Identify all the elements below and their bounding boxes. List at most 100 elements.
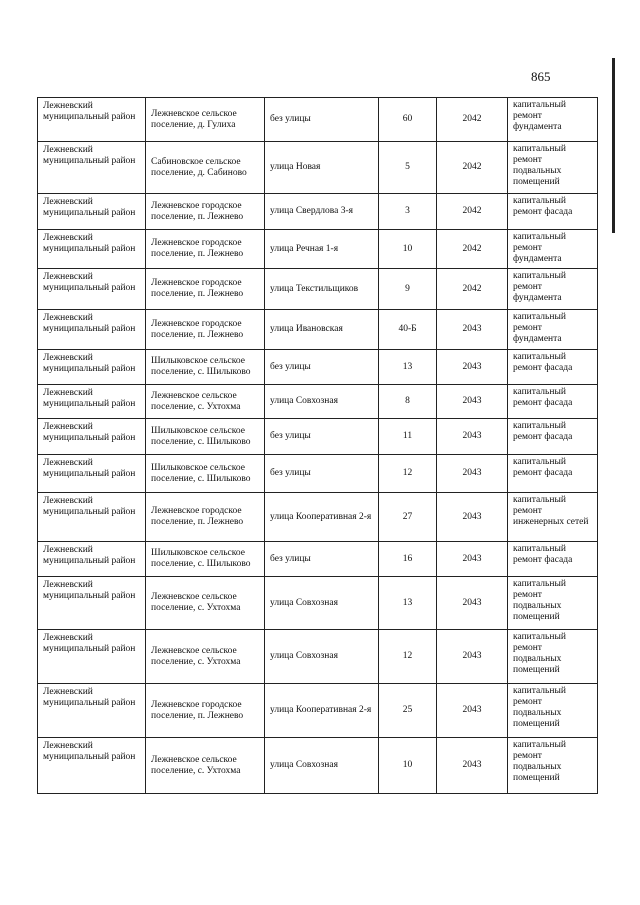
table-row: Лежневский муниципальный район Лежневское… <box>37 629 598 684</box>
year: 2043 <box>436 309 508 350</box>
settlement: Лежневское городское поселение, п. Лежне… <box>145 193 265 230</box>
street: улица Совхозная <box>264 384 379 419</box>
house-number: 25 <box>378 683 437 738</box>
year: 2042 <box>436 193 508 230</box>
year: 2043 <box>436 683 508 738</box>
table-row: Лежневский муниципальный район Лежневское… <box>37 492 598 542</box>
table-row: Лежневский муниципальный район Лежневское… <box>37 737 598 794</box>
district: Лежневский муниципальный район <box>37 629 146 684</box>
district: Лежневский муниципальный район <box>37 418 146 455</box>
house-number: 13 <box>378 576 437 630</box>
street: без улицы <box>264 454 379 493</box>
street: без улицы <box>264 541 379 577</box>
settlement: Сабиновское сельское поселение, д. Сабин… <box>145 141 265 194</box>
district: Лежневский муниципальный район <box>37 229 146 269</box>
work-type: капитальный ремонт инженерных сетей <box>507 492 598 542</box>
house-number: 8 <box>378 384 437 419</box>
district: Лежневский муниципальный район <box>37 349 146 385</box>
year: 2043 <box>436 629 508 684</box>
work-type: капитальный ремонт фундамента <box>507 97 598 142</box>
street: улица Совхозная <box>264 737 379 794</box>
district: Лежневский муниципальный район <box>37 541 146 577</box>
house-number: 5 <box>378 141 437 194</box>
street: улица Совхозная <box>264 629 379 684</box>
work-type: капитальный ремонт фасада <box>507 541 598 577</box>
work-type: капитальный ремонт подвальных помещений <box>507 737 598 794</box>
work-type: капитальный ремонт подвальных помещений <box>507 683 598 738</box>
table-row: Лежневский муниципальный район Шилыковско… <box>37 418 598 455</box>
table-row: Лежневский муниципальный район Лежневское… <box>37 229 598 269</box>
district: Лежневский муниципальный район <box>37 737 146 794</box>
year: 2043 <box>436 541 508 577</box>
settlement: Лежневское городское поселение, п. Лежне… <box>145 492 265 542</box>
table-row: Лежневский муниципальный район Лежневское… <box>37 576 598 630</box>
house-number: 10 <box>378 229 437 269</box>
work-type: капитальный ремонт фундамента <box>507 229 598 269</box>
street: улица Новая <box>264 141 379 194</box>
work-type: капитальный ремонт фасада <box>507 193 598 230</box>
house-number: 27 <box>378 492 437 542</box>
street: улица Совхозная <box>264 576 379 630</box>
year: 2043 <box>436 492 508 542</box>
settlement: Лежневское сельское поселение, с. Ухтохм… <box>145 737 265 794</box>
table-row: Лежневский муниципальный район Шилыковско… <box>37 349 598 385</box>
house-number: 9 <box>378 268 437 310</box>
table-row: Лежневский муниципальный район Лежневское… <box>37 309 598 350</box>
house-number: 12 <box>378 629 437 684</box>
scan-edge <box>612 58 615 233</box>
work-type: капитальный ремонт фасада <box>507 384 598 419</box>
table-row: Лежневский муниципальный район Лежневское… <box>37 683 598 738</box>
street: улица Текстильщиков <box>264 268 379 310</box>
work-type: капитальный ремонт фундамента <box>507 309 598 350</box>
settlement: Лежневское городское поселение, п. Лежне… <box>145 683 265 738</box>
work-type: капитальный ремонт подвальных помещений <box>507 629 598 684</box>
street: улица Кооперативная 2-я <box>264 492 379 542</box>
house-number: 11 <box>378 418 437 455</box>
district: Лежневский муниципальный район <box>37 268 146 310</box>
work-type: капитальный ремонт фасада <box>507 418 598 455</box>
house-number: 10 <box>378 737 437 794</box>
settlement: Лежневское городское поселение, п. Лежне… <box>145 229 265 269</box>
year: 2042 <box>436 268 508 310</box>
table-row: Лежневский муниципальный район Лежневское… <box>37 384 598 419</box>
table-row: Лежневский муниципальный район Сабиновско… <box>37 141 598 194</box>
house-number: 40-Б <box>378 309 437 350</box>
settlement: Шилыковское сельское поселение, с. Шилык… <box>145 541 265 577</box>
year: 2043 <box>436 737 508 794</box>
table: Лежневский муниципальный район Лежневское… <box>37 97 598 794</box>
street: без улицы <box>264 418 379 455</box>
district: Лежневский муниципальный район <box>37 97 146 142</box>
settlement: Лежневское сельское поселение, с. Ухтохм… <box>145 629 265 684</box>
district: Лежневский муниципальный район <box>37 141 146 194</box>
street: улица Свердлова 3-я <box>264 193 379 230</box>
district: Лежневский муниципальный район <box>37 454 146 493</box>
district: Лежневский муниципальный район <box>37 683 146 738</box>
table-row: Лежневский муниципальный район Лежневское… <box>37 268 598 310</box>
year: 2043 <box>436 384 508 419</box>
page-number: 865 <box>531 69 551 84</box>
table-row: Лежневский муниципальный район Шилыковско… <box>37 541 598 577</box>
year: 2043 <box>436 349 508 385</box>
work-type: капитальный ремонт фасада <box>507 454 598 493</box>
table-row: Лежневский муниципальный район Лежневское… <box>37 193 598 230</box>
district: Лежневский муниципальный район <box>37 492 146 542</box>
street: улица Речная 1-я <box>264 229 379 269</box>
settlement: Шилыковское сельское поселение, с. Шилык… <box>145 454 265 493</box>
settlement: Шилыковское сельское поселение, с. Шилык… <box>145 418 265 455</box>
settlement: Лежневское сельское поселение, с. Ухтохм… <box>145 384 265 419</box>
house-number: 13 <box>378 349 437 385</box>
house-number: 3 <box>378 193 437 230</box>
settlement: Лежневское городское поселение, п. Лежне… <box>145 309 265 350</box>
work-type: капитальный ремонт фундамента <box>507 268 598 310</box>
district: Лежневский муниципальный район <box>37 193 146 230</box>
district: Лежневский муниципальный район <box>37 309 146 350</box>
table-row: Лежневский муниципальный район Шилыковско… <box>37 454 598 493</box>
settlement: Лежневское городское поселение, п. Лежне… <box>145 268 265 310</box>
year: 2042 <box>436 141 508 194</box>
district: Лежневский муниципальный район <box>37 384 146 419</box>
house-number: 16 <box>378 541 437 577</box>
settlement: Лежневское сельское поселение, д. Гулиха <box>145 97 265 142</box>
settlement: Шилыковское сельское поселение, с. Шилык… <box>145 349 265 385</box>
settlement: Лежневское сельское поселение, с. Ухтохм… <box>145 576 265 630</box>
district: Лежневский муниципальный район <box>37 576 146 630</box>
